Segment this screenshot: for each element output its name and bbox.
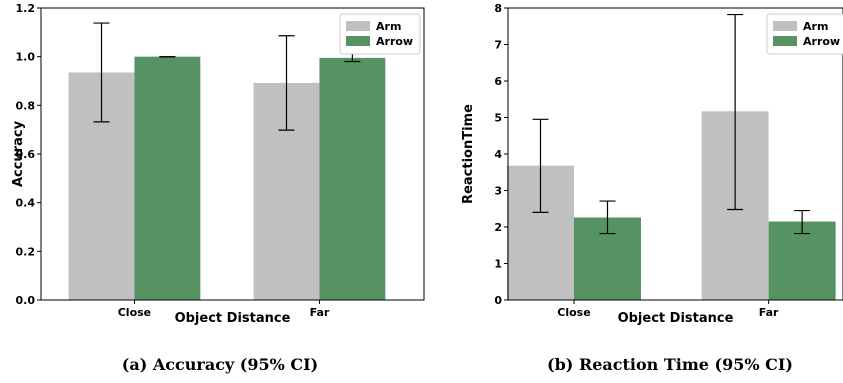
- reaction-time-xtick-label-close: Close: [557, 306, 590, 319]
- accuracy-ytick-label-4: 0.8: [16, 99, 36, 112]
- accuracy-ytick-label-1: 0.2: [16, 245, 36, 258]
- reaction-time-ytick-label-1: 1: [494, 258, 502, 271]
- reaction-time-xaxis-label: Object Distance: [618, 311, 734, 326]
- accuracy-ytick-label-6: 1.2: [16, 2, 36, 15]
- accuracy-yaxis-label: Accuracy: [11, 120, 26, 187]
- accuracy-ytick-label-2: 0.4: [16, 197, 36, 210]
- reaction-time-legend-label-arm: Arm: [803, 20, 828, 33]
- reaction-time-ytick-label-2: 2: [494, 221, 502, 234]
- reaction-time-legend-swatch-arrow: [773, 36, 797, 46]
- reaction-time-ytick-label-5: 5: [494, 112, 502, 125]
- reaction-time-legend-label-arrow: Arrow: [803, 35, 840, 48]
- accuracy-xtick-label-far: Far: [310, 306, 330, 319]
- reaction-time-ytick-label-8: 8: [494, 2, 502, 15]
- accuracy-bar-arrow-close: [134, 57, 200, 300]
- reaction-time-ytick-label-6: 6: [494, 75, 502, 88]
- reaction-time-plot: 0 1 2 3 4 5 6 7 8 Close Far Object Distance Reaction…: [461, 2, 843, 326]
- reaction-time-caption: (b) Reaction Time (95% CI): [510, 355, 830, 374]
- accuracy-legend-swatch-arm: [346, 21, 370, 31]
- reaction-time-ytick-label-4: 4: [494, 148, 502, 161]
- accuracy-bar-arrow-far: [319, 58, 385, 300]
- accuracy-legend-swatch-arrow: [346, 36, 370, 46]
- reaction-time-ytick-label-3: 3: [494, 185, 502, 198]
- accuracy-caption: (a) Accuracy (95% CI): [60, 355, 380, 374]
- reaction-time-ytick-label-7: 7: [494, 39, 502, 52]
- reaction-time-xtick-label-far: Far: [759, 306, 779, 319]
- accuracy-xtick-label-close: Close: [118, 306, 151, 319]
- reaction-time-legend-swatch-arm: [773, 21, 797, 31]
- accuracy-ytick-label-5: 1.0: [16, 51, 36, 64]
- reaction-time-yaxis-label: ReactionTime: [461, 104, 476, 204]
- accuracy-xaxis-label: Object Distance: [175, 311, 291, 326]
- accuracy-legend-label-arrow: Arrow: [376, 35, 413, 48]
- accuracy-legend-label-arm: Arm: [376, 20, 401, 33]
- accuracy-ytick-label-0: 0.0: [16, 294, 36, 307]
- reaction-time-ytick-label-0: 0: [494, 294, 502, 307]
